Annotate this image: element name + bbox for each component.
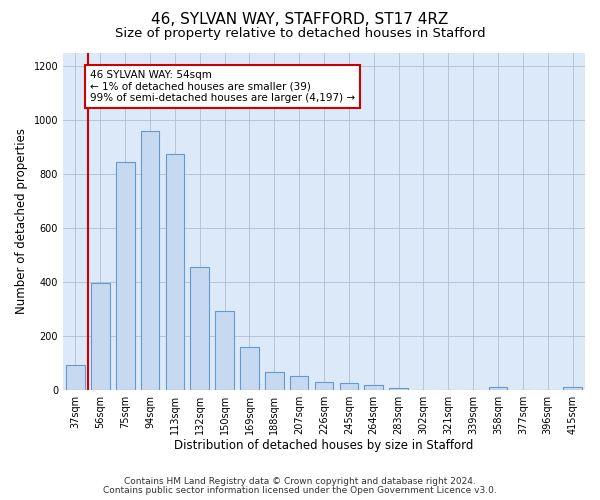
- Bar: [215, 312, 234, 390]
- Bar: [364, 385, 383, 390]
- Bar: [315, 382, 334, 390]
- Text: Contains HM Land Registry data © Crown copyright and database right 2024.: Contains HM Land Registry data © Crown c…: [124, 477, 476, 486]
- Bar: [91, 283, 110, 390]
- Text: Size of property relative to detached houses in Stafford: Size of property relative to detached ho…: [115, 28, 485, 40]
- Y-axis label: Number of detached properties: Number of detached properties: [15, 128, 28, 314]
- X-axis label: Distribution of detached houses by size in Stafford: Distribution of detached houses by size …: [175, 440, 474, 452]
- Text: 46 SYLVAN WAY: 54sqm
← 1% of detached houses are smaller (39)
99% of semi-detach: 46 SYLVAN WAY: 54sqm ← 1% of detached ho…: [90, 70, 355, 103]
- Bar: [66, 366, 85, 390]
- Bar: [141, 130, 160, 390]
- Bar: [563, 387, 582, 390]
- Bar: [166, 154, 184, 390]
- Bar: [488, 387, 508, 390]
- Bar: [290, 376, 308, 390]
- Bar: [116, 162, 134, 390]
- Bar: [389, 388, 408, 390]
- Bar: [240, 346, 259, 390]
- Bar: [190, 267, 209, 390]
- Bar: [340, 383, 358, 390]
- Bar: [265, 372, 284, 390]
- Text: Contains public sector information licensed under the Open Government Licence v3: Contains public sector information licen…: [103, 486, 497, 495]
- Text: 46, SYLVAN WAY, STAFFORD, ST17 4RZ: 46, SYLVAN WAY, STAFFORD, ST17 4RZ: [151, 12, 449, 28]
